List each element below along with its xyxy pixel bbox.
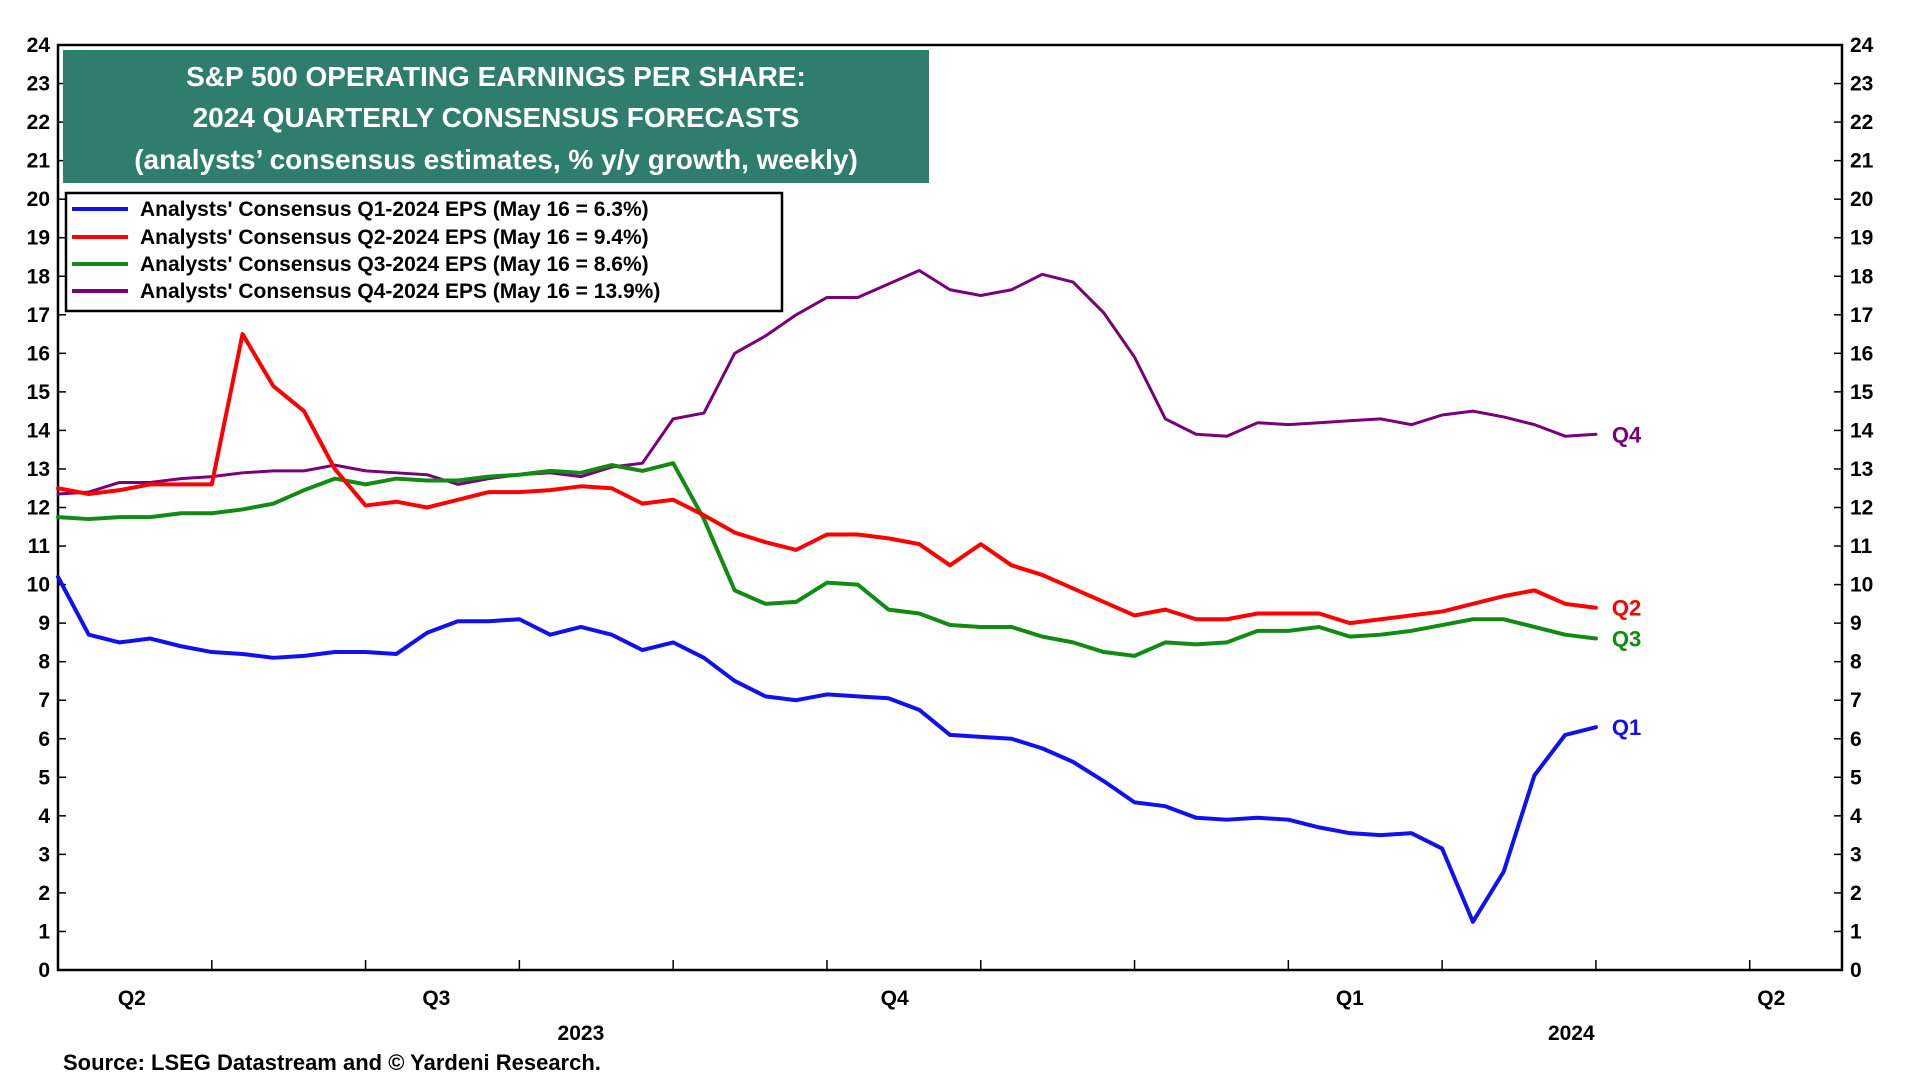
y-tick-label-left: 1 xyxy=(38,920,50,943)
title-box: S&P 500 OPERATING EARNINGS PER SHARE: 20… xyxy=(63,50,929,183)
y-tick-label-right: 18 xyxy=(1850,265,1874,288)
y-tick-label-left: 18 xyxy=(27,265,51,288)
y-tick-label-left: 14 xyxy=(27,419,51,442)
y-tick-label-right: 3 xyxy=(1850,843,1862,866)
y-tick-label-left: 0 xyxy=(38,959,50,982)
x-quarter-label: Q3 xyxy=(422,987,450,1010)
x-quarter-label: Q2 xyxy=(1757,987,1785,1010)
y-tick-label-right: 15 xyxy=(1850,381,1874,404)
legend-label-q1: Analysts' Consensus Q1-2024 EPS (May 16 … xyxy=(140,198,649,221)
series-end-label-q4: Q4 xyxy=(1612,422,1642,447)
y-tick-label-left: 11 xyxy=(28,535,51,558)
y-tick-label-right: 20 xyxy=(1850,188,1873,211)
y-tick-label-right: 22 xyxy=(1850,111,1873,134)
y-tick-label-left: 3 xyxy=(38,843,50,866)
y-tick-label-right: 14 xyxy=(1850,419,1874,442)
plot-frame xyxy=(58,45,1842,970)
y-tick-label-right: 1 xyxy=(1850,920,1862,943)
y-tick-label-right: 8 xyxy=(1850,651,1862,674)
y-tick-label-right: 23 xyxy=(1850,73,1873,96)
x-year-label: 2024 xyxy=(1548,1022,1595,1045)
y-tick-label-right: 19 xyxy=(1850,227,1873,250)
y-tick-label-left: 6 xyxy=(38,728,50,751)
x-quarter-label: Q4 xyxy=(881,987,909,1010)
legend-label-q3: Analysts' Consensus Q3-2024 EPS (May 16 … xyxy=(140,253,649,276)
y-tick-label-left: 17 xyxy=(27,304,50,327)
legend-label-q4: Analysts' Consensus Q4-2024 EPS (May 16 … xyxy=(140,280,660,303)
title-line-2: 2024 QUARTERLY CONSENSUS FORECASTS xyxy=(193,102,800,133)
y-tick-label-right: 11 xyxy=(1850,535,1873,558)
y-tick-label-right: 21 xyxy=(1850,150,1874,173)
y-tick-label-right: 5 xyxy=(1850,766,1862,789)
series-end-label-q2: Q2 xyxy=(1612,596,1641,621)
source-note: Source: LSEG Datastream and © Yardeni Re… xyxy=(63,1050,601,1075)
y-tick-label-right: 16 xyxy=(1850,342,1873,365)
y-tick-label-left: 10 xyxy=(27,574,50,597)
y-tick-label-right: 6 xyxy=(1850,728,1862,751)
chart: 0123456789101112131415161718192021222324… xyxy=(0,0,1920,1080)
y-tick-label-left: 22 xyxy=(27,111,50,134)
series-end-label-q1: Q1 xyxy=(1612,715,1641,740)
y-tick-label-right: 13 xyxy=(1850,458,1873,481)
legend-label-q2: Analysts' Consensus Q2-2024 EPS (May 16 … xyxy=(140,226,649,249)
series-end-label-q3: Q3 xyxy=(1612,627,1641,652)
x-axis: Q2 Q3 Q4 Q1 Q2 2023 2024 xyxy=(118,960,1785,1045)
series-end-labels: Q1 Q2 Q3 Q4 xyxy=(1612,422,1642,740)
y-tick-label-left: 13 xyxy=(27,458,50,481)
series-lines xyxy=(58,270,1596,921)
x-quarter-label: Q1 xyxy=(1336,987,1364,1010)
y-tick-label-right: 2 xyxy=(1850,882,1862,905)
y-tick-label-right: 24 xyxy=(1850,34,1874,57)
y-tick-label-left: 7 xyxy=(38,689,50,712)
y-tick-label-left: 23 xyxy=(27,73,50,96)
y-tick-label-right: 0 xyxy=(1850,959,1862,982)
series-line-q2 xyxy=(58,334,1596,623)
y-tick-label-left: 12 xyxy=(27,497,50,520)
y-tick-label-right: 9 xyxy=(1850,612,1862,635)
y-tick-label-right: 4 xyxy=(1850,805,1862,828)
y-tick-label-left: 16 xyxy=(27,342,50,365)
y-tick-label-left: 4 xyxy=(38,805,50,828)
y-tick-label-left: 15 xyxy=(27,381,51,404)
y-tick-label-right: 17 xyxy=(1850,304,1873,327)
y-tick-label-right: 7 xyxy=(1850,689,1862,712)
y-tick-label-left: 24 xyxy=(27,34,51,57)
y-tick-label-right: 12 xyxy=(1850,497,1873,520)
y-tick-label-left: 8 xyxy=(38,651,50,674)
y-tick-label-left: 2 xyxy=(38,882,50,905)
title-line-3: (analysts’ consensus estimates, % y/y gr… xyxy=(134,144,858,175)
y-tick-label-left: 5 xyxy=(38,766,50,789)
y-tick-label-right: 10 xyxy=(1850,574,1873,597)
y-tick-label-left: 21 xyxy=(27,150,51,173)
y-tick-label-left: 20 xyxy=(27,188,50,211)
title-line-1: S&P 500 OPERATING EARNINGS PER SHARE: xyxy=(186,61,806,92)
y-tick-label-left: 19 xyxy=(27,227,50,250)
legend: Analysts' Consensus Q1-2024 EPS (May 16 … xyxy=(66,193,782,311)
series-line-q1 xyxy=(58,577,1596,922)
x-year-label: 2023 xyxy=(558,1022,605,1045)
series-line-q3 xyxy=(58,463,1596,656)
x-quarter-label: Q2 xyxy=(118,987,146,1010)
y-tick-label-left: 9 xyxy=(38,612,50,635)
